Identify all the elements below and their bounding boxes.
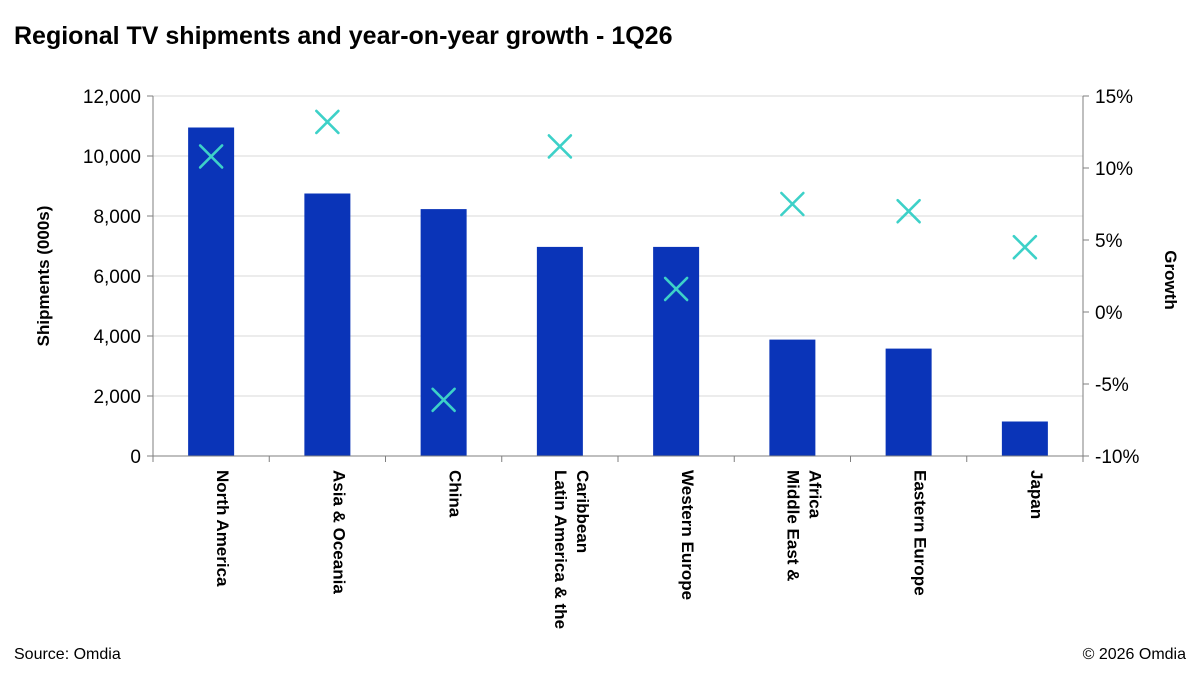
growth-marker-stroke [1012, 234, 1038, 260]
axes [147, 95, 1089, 462]
right-tick-label: -10% [1095, 447, 1139, 468]
source-note: Source: Omdia [14, 646, 121, 663]
category-label: China [446, 470, 465, 518]
category-label: Caribbean [573, 470, 592, 553]
shipment-bar [769, 339, 816, 456]
shipment-bar [653, 246, 700, 456]
left-tick-label: 10,000 [83, 147, 141, 168]
growth-marker [431, 387, 456, 413]
left-tick-label: 0 [130, 447, 141, 468]
shipment-bar [1001, 421, 1048, 456]
shipment-bar [420, 209, 467, 456]
left-tick-label: 4,000 [93, 327, 141, 348]
category-label: Africa [805, 470, 824, 519]
growth-marker-stroke [780, 191, 805, 217]
category-label: Eastern Europe [911, 470, 930, 596]
left-axis-title: Shipments (000s) [34, 206, 53, 347]
growth-marker [1012, 234, 1038, 260]
shipment-bar [536, 246, 583, 456]
category-label: Japan [1027, 470, 1046, 519]
shipment-bars [188, 127, 1048, 456]
left-tick-label: 2,000 [93, 387, 141, 408]
growth-marker [547, 134, 573, 159]
growth-markers [198, 109, 1038, 413]
shipment-bar [304, 193, 351, 456]
growth-marker [663, 276, 689, 302]
growth-marker [896, 198, 921, 224]
growth-marker [315, 109, 340, 135]
grid-lines [153, 95, 1083, 397]
growth-marker-stroke [896, 198, 921, 224]
right-tick-label: 15% [1095, 87, 1133, 108]
growth-marker [780, 191, 805, 217]
shipment-bar [885, 348, 932, 456]
growth-marker-stroke [431, 387, 456, 413]
growth-marker-stroke [315, 109, 340, 135]
left-tick-label: 8,000 [93, 207, 141, 228]
category-label: Asia & Oceania [329, 470, 348, 594]
right-tick-label: 10% [1095, 159, 1133, 180]
right-tick-label: -5% [1095, 375, 1129, 396]
right-tick-label: 0% [1095, 303, 1123, 324]
growth-marker-stroke [198, 144, 224, 169]
category-label: Latin America & the [551, 470, 570, 629]
category-label: North America [213, 470, 232, 587]
left-tick-label: 6,000 [93, 267, 141, 288]
copyright-note: © 2026 Omdia [1082, 646, 1186, 663]
axis-labels: 0 2,000 4,000 6,000 8,000 10,000 12,000 -10% -5%… [34, 87, 1180, 629]
chart-title: Regional TV shipments and year-on-year g… [14, 22, 673, 50]
right-axis-title: Growth [1161, 250, 1180, 310]
shipment-bar [188, 127, 235, 456]
category-label: Middle East & [783, 470, 802, 581]
growth-marker-stroke [547, 134, 573, 159]
left-tick-label: 12,000 [83, 87, 141, 108]
growth-marker-stroke [663, 276, 689, 302]
right-tick-label: 5% [1095, 231, 1123, 252]
category-label: Western Europe [678, 470, 697, 600]
growth-marker [198, 144, 224, 169]
